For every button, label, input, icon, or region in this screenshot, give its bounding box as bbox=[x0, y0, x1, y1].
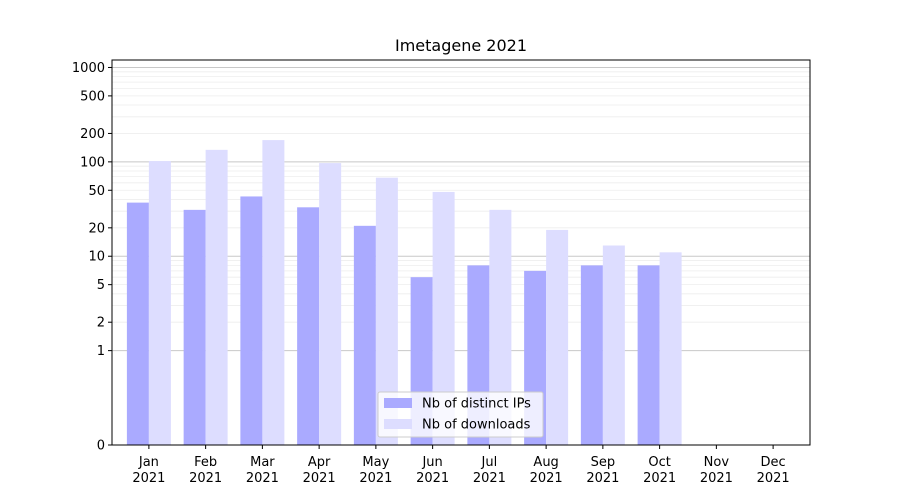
y-axis: 0 1 2 5 10 20 50 100 200 500 1000 bbox=[72, 61, 112, 454]
legend-swatch bbox=[384, 419, 412, 429]
bar-distinct-ips bbox=[126, 202, 149, 445]
bar-downloads bbox=[602, 245, 625, 445]
x-tick-label: 2021 bbox=[643, 471, 676, 486]
y-tick-label: 10 bbox=[88, 250, 105, 265]
legend-box bbox=[377, 391, 544, 438]
y-tick-label: 2 bbox=[97, 316, 105, 331]
x-tick-label: Apr bbox=[308, 455, 331, 470]
x-tick-label: 2021 bbox=[359, 471, 392, 486]
bar-downloads bbox=[262, 140, 285, 445]
bar-distinct-ips bbox=[353, 225, 376, 445]
x-tick-label: 2021 bbox=[132, 471, 165, 486]
bar-downloads bbox=[659, 252, 682, 445]
x-tick-label: 2021 bbox=[303, 471, 336, 486]
bar-distinct-ips bbox=[240, 196, 263, 445]
legend-label: Nb of downloads bbox=[422, 418, 531, 433]
chart-title: Imetagene 2021 bbox=[395, 36, 527, 55]
x-tick-label: 2021 bbox=[473, 471, 506, 486]
y-tick-label: 200 bbox=[80, 127, 105, 142]
legend: Nb of distinct IPs Nb of downloads bbox=[377, 391, 544, 438]
x-tick-label: 2021 bbox=[700, 471, 733, 486]
bar-downloads bbox=[375, 177, 398, 446]
x-tick-label: Jun bbox=[421, 455, 442, 470]
x-tick-label: Feb bbox=[194, 455, 217, 470]
bar-downloads bbox=[489, 209, 512, 445]
plot-frame bbox=[111, 59, 811, 446]
y-tick-label: 5 bbox=[97, 278, 105, 293]
x-tick-label: 2021 bbox=[757, 471, 790, 486]
x-tick-label: Sep bbox=[591, 455, 616, 470]
grid-layer bbox=[112, 66, 810, 352]
x-tick-label: Oct bbox=[648, 455, 670, 470]
x-tick-label: 2021 bbox=[586, 471, 619, 486]
x-tick-label: 2021 bbox=[530, 471, 563, 486]
x-axis: Jan2021Feb2021Mar2021Apr2021May2021Jun20… bbox=[132, 445, 790, 486]
x-tick-label: Jul bbox=[481, 455, 498, 470]
bar-distinct-ips bbox=[637, 265, 660, 445]
x-tick-label: Jan bbox=[138, 455, 159, 470]
y-tick-label: 0 bbox=[97, 439, 105, 454]
bar-distinct-ips bbox=[580, 265, 603, 445]
y-tick-label: 1 bbox=[97, 344, 105, 359]
legend-swatch bbox=[384, 398, 412, 408]
x-tick-label: Nov bbox=[704, 455, 730, 470]
x-tick-label: 2021 bbox=[189, 471, 222, 486]
x-tick-label: Aug bbox=[533, 455, 558, 470]
bar-downloads bbox=[148, 161, 171, 445]
bar-downloads bbox=[319, 163, 342, 445]
x-tick-label: Mar bbox=[250, 455, 275, 470]
bar-downloads bbox=[432, 191, 455, 445]
x-tick-label: 2021 bbox=[246, 471, 279, 486]
y-tick-label: 50 bbox=[88, 184, 105, 199]
legend-label: Nb of distinct IPs bbox=[422, 397, 531, 412]
bar-downloads bbox=[546, 229, 569, 445]
y-tick-label: 500 bbox=[80, 89, 105, 104]
bar-downloads bbox=[205, 149, 228, 445]
x-tick-label: 2021 bbox=[416, 471, 449, 486]
bar-distinct-ips bbox=[183, 209, 206, 445]
x-tick-label: Dec bbox=[761, 455, 786, 470]
bar-distinct-ips bbox=[297, 207, 320, 445]
y-tick-label: 20 bbox=[88, 221, 105, 236]
y-tick-label: 100 bbox=[80, 155, 105, 170]
y-tick-label: 1000 bbox=[72, 61, 105, 76]
x-tick-label: May bbox=[362, 455, 389, 470]
